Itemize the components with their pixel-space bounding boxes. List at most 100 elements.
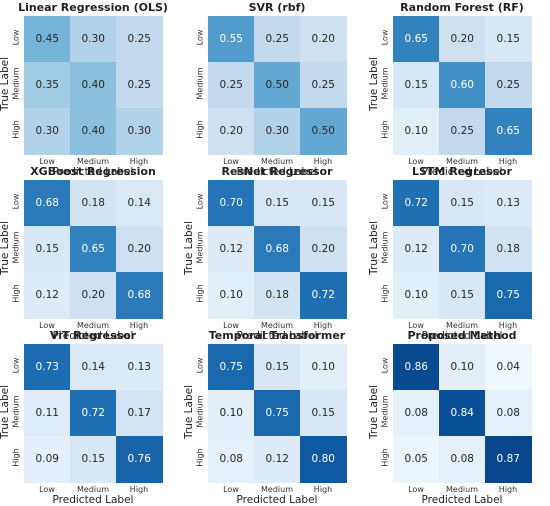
cell-value-label: 0.15 [311, 197, 335, 210]
cell-value-label: 0.15 [404, 79, 428, 92]
heatmap-cell: 0.68 [24, 180, 71, 227]
x-axis-label: Predicted Label [52, 166, 134, 178]
cell-value-label: 0.08 [450, 453, 474, 466]
y-axis-label: True Label [183, 385, 195, 439]
x-tick-label: Low [223, 321, 239, 330]
x-tick-label: Low [408, 157, 424, 166]
y-tick-label: High [195, 120, 205, 139]
cell-value-label: 0.25 [127, 33, 151, 46]
y-axis-label: True Label [183, 221, 195, 275]
cell-value-label: 0.73 [35, 361, 59, 374]
panel-title: XGBoost Regression [30, 165, 156, 178]
x-tick-label: Low [39, 157, 55, 166]
heatmap-cell: 0.09 [24, 436, 71, 483]
x-axis-label: Predicted Label [421, 166, 503, 178]
cell-value-label: 0.14 [81, 361, 105, 374]
y-axis-label: True Label [0, 385, 11, 439]
cell-value-label: 0.15 [450, 289, 474, 302]
cell-value-label: 0.25 [265, 33, 289, 46]
cell-value-label: 0.10 [404, 125, 428, 138]
cell-value-label: 0.18 [81, 197, 105, 210]
y-tick-label: Medium [11, 395, 21, 428]
cell-value-label: 0.12 [265, 453, 289, 466]
x-tick-label: High [313, 485, 333, 494]
heatmap-cell: 0.30 [116, 108, 163, 155]
x-tick-label: Medium [77, 321, 109, 330]
cell-value-label: 0.15 [81, 453, 105, 466]
x-tick-label: High [313, 321, 333, 330]
heatmap-cell: 0.15 [439, 180, 486, 227]
heatmap-cell: 0.08 [485, 390, 532, 437]
cell-value-label: 0.72 [311, 289, 335, 302]
cell-value-label: 0.50 [265, 79, 289, 92]
cell-value-label: 0.13 [127, 361, 151, 374]
cell-value-label: 0.12 [404, 243, 428, 256]
y-tick-label: High [380, 448, 390, 467]
cell-value-label: 0.15 [311, 407, 335, 420]
x-tick-label: Medium [261, 321, 293, 330]
heatmap-cell: 0.50 [300, 108, 347, 155]
heatmap-cell: 0.12 [393, 226, 440, 273]
y-tick-label: High [195, 284, 205, 303]
y-tick-label: Medium [11, 67, 21, 100]
heatmap-cell: 0.18 [485, 226, 532, 273]
y-tick-label: Low [11, 193, 21, 210]
heatmap-cell: 0.65 [485, 108, 532, 155]
heatmap-cell: 0.15 [254, 344, 301, 391]
cell-value-label: 0.65 [404, 33, 428, 46]
heatmap-cell: 0.12 [208, 226, 255, 273]
cell-value-label: 0.08 [496, 407, 520, 420]
heatmap-cell: 0.68 [116, 272, 163, 319]
cell-value-label: 0.15 [265, 361, 289, 374]
heatmap-cell: 0.50 [254, 62, 301, 109]
cell-value-label: 0.15 [450, 197, 474, 210]
x-axis-label: Predicted Label [421, 494, 503, 506]
heatmap-cell: 0.72 [70, 390, 117, 437]
heatmap-cell: 0.14 [116, 180, 163, 227]
y-tick-label: Low [380, 193, 390, 210]
cell-value-label: 0.08 [219, 453, 243, 466]
heatmap-cell: 0.70 [439, 226, 486, 273]
heatmap-cell: 0.15 [485, 16, 532, 63]
x-axis-label: Predicted Label [236, 494, 318, 506]
heatmap-cell: 0.10 [393, 272, 440, 319]
heatmap-cell: 0.87 [485, 436, 532, 483]
x-tick-label: High [498, 157, 518, 166]
y-tick-label: Medium [380, 395, 390, 428]
cell-value-label: 0.12 [219, 243, 243, 256]
cell-value-label: 0.30 [265, 125, 289, 138]
cell-value-label: 0.30 [35, 125, 59, 138]
heatmap-cell: 0.08 [393, 390, 440, 437]
y-tick-label: High [11, 120, 21, 139]
cell-value-label: 0.65 [496, 125, 520, 138]
heatmap-cell: 0.20 [300, 16, 347, 63]
heatmap-cell: 0.18 [254, 272, 301, 319]
heatmap-cell: 0.40 [70, 108, 117, 155]
cell-value-label: 0.30 [127, 125, 151, 138]
heatmap-cell: 0.25 [254, 16, 301, 63]
y-tick-label: Low [11, 357, 21, 374]
heatmap-cell: 0.65 [393, 16, 440, 63]
cell-value-label: 0.14 [127, 197, 151, 210]
cell-value-label: 0.10 [450, 361, 474, 374]
cell-value-label: 0.25 [127, 79, 151, 92]
heatmap-cell: 0.55 [208, 16, 255, 63]
heatmap-cell: 0.65 [70, 226, 117, 273]
heatmap-cell: 0.15 [70, 436, 117, 483]
x-tick-label: High [498, 321, 518, 330]
panel-title: Temporal Transformer [208, 329, 346, 342]
cell-value-label: 0.10 [404, 289, 428, 302]
cell-value-label: 0.17 [127, 407, 151, 420]
y-tick-label: High [11, 284, 21, 303]
heatmap-cell: 0.84 [439, 390, 486, 437]
heatmap-cell: 0.80 [300, 436, 347, 483]
y-tick-label: High [380, 120, 390, 139]
heatmap-cell: 0.04 [485, 344, 532, 391]
cell-value-label: 0.76 [127, 453, 151, 466]
x-tick-label: High [498, 485, 518, 494]
heatmap-cell: 0.20 [70, 272, 117, 319]
heatmap-cell: 0.75 [485, 272, 532, 319]
heatmap-cell: 0.05 [393, 436, 440, 483]
heatmap-cell: 0.15 [439, 272, 486, 319]
heatmap-cell: 0.13 [116, 344, 163, 391]
